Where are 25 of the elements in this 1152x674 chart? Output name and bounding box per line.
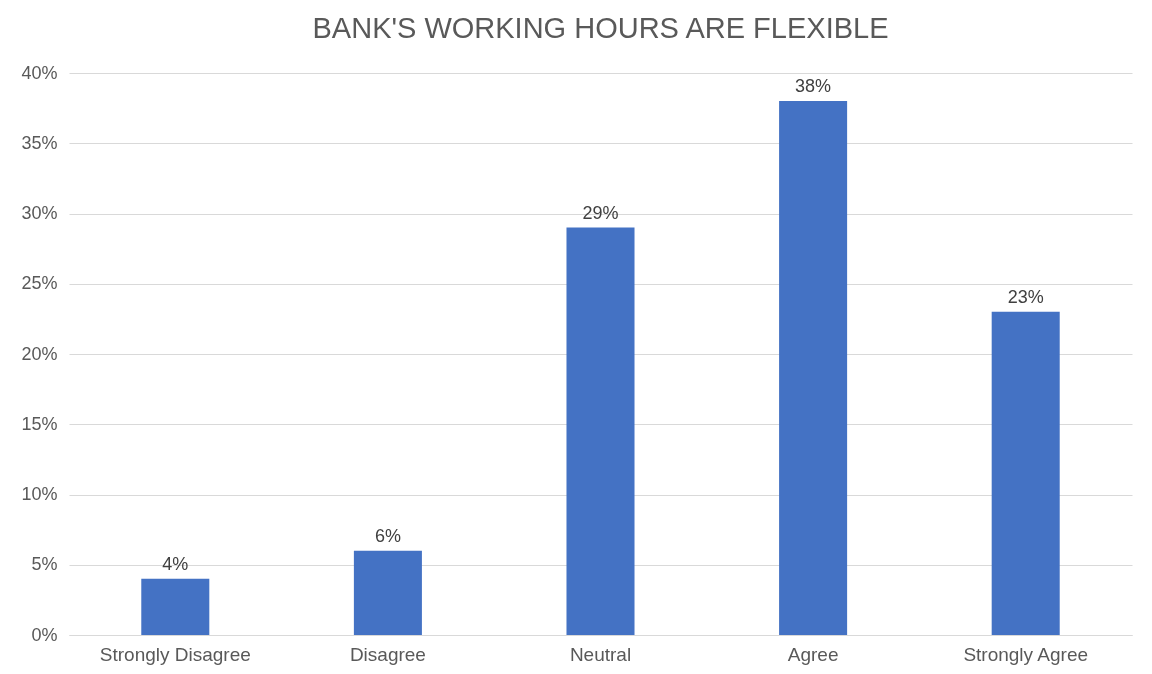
- bar: [991, 311, 1060, 635]
- data-label: 38%: [795, 76, 832, 97]
- y-tick-label: 20%: [21, 343, 58, 364]
- bar: [566, 227, 635, 635]
- chart-title: BANK'S WORKING HOURS ARE FLEXIBLE: [312, 12, 889, 44]
- bar: [779, 101, 848, 635]
- bar: [141, 578, 210, 635]
- x-tick-label: Agree: [787, 643, 839, 665]
- y-tick-label: 5%: [31, 554, 58, 575]
- bar: [353, 550, 422, 635]
- y-tick-label: 10%: [21, 484, 58, 504]
- y-tick-label: 0%: [31, 624, 58, 645]
- data-label: 6%: [374, 525, 401, 546]
- y-tick-label: 30%: [21, 203, 58, 223]
- y-tick-label: 15%: [21, 413, 58, 434]
- y-tick-label: 25%: [21, 273, 58, 294]
- data-label: 4%: [162, 553, 189, 574]
- x-tick-label: Disagree: [349, 643, 426, 665]
- y-tick-label: 40%: [21, 62, 58, 83]
- data-label: 29%: [582, 202, 619, 223]
- x-tick-label: Strongly Disagree: [99, 643, 251, 665]
- y-tick-label: 35%: [21, 132, 58, 153]
- data-label: 23%: [1007, 286, 1044, 307]
- x-tick-label: Neutral: [569, 643, 632, 665]
- x-tick-label: Strongly Agree: [963, 643, 1089, 665]
